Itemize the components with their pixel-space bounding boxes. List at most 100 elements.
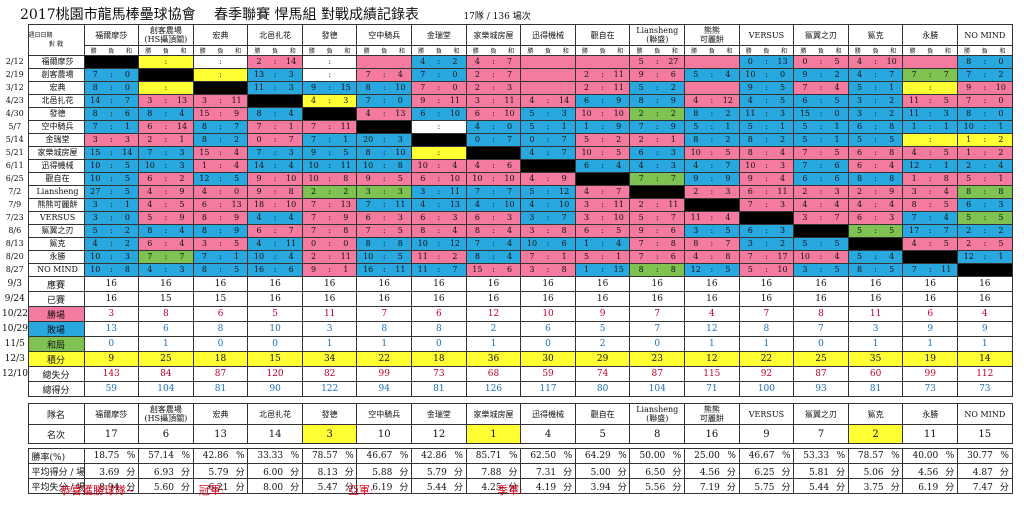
stats-value: 33.33 [257,451,284,461]
runs-against: 4 [834,252,840,261]
runs-against: 9 [561,174,567,183]
match-cell: 1:1 [902,120,958,134]
score-sep: : [328,83,332,92]
runs-against: 4 [288,161,294,170]
score-sep: : [219,96,222,105]
runs-for: 6 [147,174,153,183]
score-sep: : [328,135,332,144]
score-sep: : [819,213,823,222]
runs-for: 7 [311,226,317,235]
match-cell [684,81,740,95]
match-cell: 8:2 [738,133,795,147]
team-header: 宏典 [192,24,249,46]
runs-for: 1 [911,122,917,131]
runs-for: 7 [256,148,262,157]
score-sep: : [546,174,550,183]
summary-value: 10 [247,321,303,337]
runs-for: 7 [529,252,535,261]
match-cell: 7:11 [301,120,358,134]
match-cell: 6:2 [138,172,194,186]
stats-cell: 8.13 分 [301,463,358,479]
stats-unit: 分 [945,482,955,493]
runs-for: 8 [693,135,699,144]
match-cell: 12:1 [902,159,958,173]
summary-value: 16 [847,291,904,307]
score-sep: : [983,122,987,131]
match-cell: 5:2 [629,81,686,95]
match-cell: 1:2 [957,146,1013,160]
stats-value: 5.00 [590,467,611,478]
match-cell: : [411,120,467,134]
summary-value: 6 [192,306,249,322]
stats-unit: 分 [945,467,955,478]
match-cell: 6:3 [356,211,413,225]
stats-cell: 5.47 分 [301,478,358,494]
score-sep: : [546,135,550,144]
score-sep: : [437,187,441,196]
summary-value: 2 [465,321,522,337]
rank-team-line: 迅得機械 [532,409,565,419]
score-sep: : [219,122,222,131]
match-cell [574,55,631,69]
score-sep: : [928,148,932,157]
date-label: 12/10 [2,369,28,379]
subhead-w: 勝 [581,48,588,55]
match-cell: 2:5 [957,237,1013,251]
summary-value: 16 [629,291,686,307]
score-sep: : [492,187,495,196]
score-sep: : [164,57,168,66]
summary-value: 16 [847,276,904,292]
stats-unit: 分 [563,467,573,478]
rank-place: 10 [356,424,413,444]
subhead-w: 勝 [418,48,425,55]
stats-unit: % [236,451,245,461]
score-sep: : [819,83,823,92]
stats-label: 勝率(%) [27,448,85,464]
runs-against: 7 [561,135,567,144]
runs-for: 16 [363,265,374,274]
subhead-l: 負 [108,48,115,55]
runs-against: 11 [504,96,515,105]
match-cell: 4:4 [793,198,849,212]
match-cell: 4:9 [138,185,194,199]
score-sep: : [109,226,113,235]
score-sep: : [601,135,604,144]
runs-against: 12 [559,187,570,196]
summary-value: 16 [520,276,576,292]
runs-for: 8 [856,265,863,274]
champion-label: 冠軍: [198,484,225,497]
stats-value: 42.86 [202,451,229,461]
subhead-w: 勝 [691,48,698,55]
runs-for: 4 [584,187,590,196]
summary-row: 10/29 敗場 13 6 8 10 3 8 8 2 6 5 7 12 8 7 3 9 9 [0,321,1013,337]
team-header: 鯊克 [847,24,904,46]
stats-unit: 分 [508,482,518,493]
score-sep: : [765,83,768,92]
team-header: 福爾摩莎 [83,24,140,46]
stats-cell: 53.33% [793,448,849,464]
subhead-t: 和 [726,48,733,55]
place-label: 名次 [27,424,85,444]
date-label: 5/21 [5,148,24,157]
runs-against: 1 [124,122,130,131]
stats-cell: 5.44 分 [793,478,849,494]
score-sep: : [765,161,768,170]
match-cell [520,55,576,69]
rank-team-name: 永勝 [902,403,958,425]
score-sep: : [219,70,222,79]
match-cell: 8:4 [411,224,467,238]
match-cell: 9:10 [247,172,303,186]
summary-value: 0 [793,336,849,352]
runs-against: 10 [449,109,461,118]
runs-for: 3 [856,109,863,118]
match-cell: 7:3 [247,146,303,160]
match-cell: 3:10 [574,211,631,225]
match-cell: 7:8 [629,237,686,251]
runs-against: 3 [725,187,731,196]
subhead-wlt: 勝負和 [902,45,958,56]
score-sep: : [382,265,386,274]
runs-against: 10 [995,83,1006,92]
rank-team-line: 鯊克 [867,409,884,419]
match-cell: : [301,55,358,69]
stats-unit: 分 [890,467,900,478]
